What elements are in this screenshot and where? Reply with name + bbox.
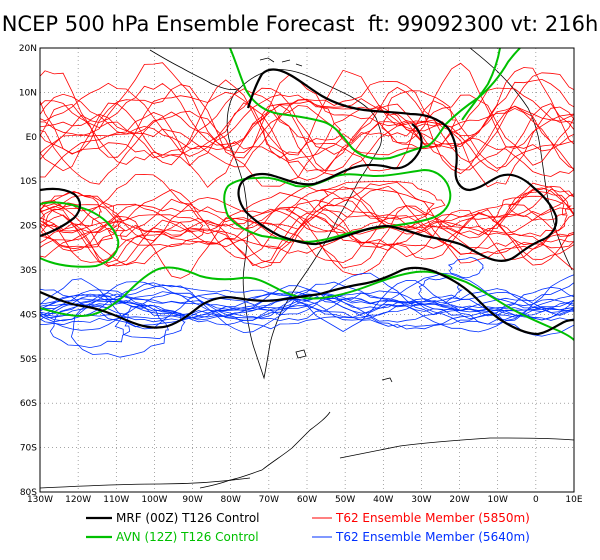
lon-tick-label: 70W <box>259 495 279 505</box>
south-georgia <box>381 377 393 383</box>
ensemble-5640-contour <box>40 286 574 321</box>
avn-africa-contour <box>461 48 501 121</box>
ensemble-5850-north-contour <box>40 105 574 169</box>
lon-tick-label: 10W <box>488 495 508 505</box>
central-america-coast <box>149 49 241 91</box>
ensemble-5640-closed-contour <box>70 300 169 358</box>
lat-tick-label: E0 <box>26 133 38 143</box>
ensemble-5850-closed-contour <box>259 100 343 162</box>
t62-ensemble-5640m-contours <box>40 256 574 358</box>
ensemble-5850-south-contour <box>40 186 574 252</box>
ensemble-5850-closed-contour <box>40 191 102 232</box>
lon-tick-label: 110W <box>103 495 129 505</box>
ensemble-5850-south-contour <box>40 216 574 258</box>
avn-5850-south-contour <box>223 168 452 244</box>
legend-t62-5850-label: T62 Ensemble Member (5850m) <box>335 511 530 525</box>
lat-tick-label: 50S <box>20 355 37 365</box>
ensemble-5850-south-contour <box>40 192 574 248</box>
ensemble-5850-north-contour <box>40 102 574 188</box>
ensemble-5850-north-contour <box>40 62 574 159</box>
avn-5850-north-contour <box>229 48 521 160</box>
ensemble-5850-closed-contour <box>318 181 446 220</box>
t62-ensemble-5850m-contours <box>40 62 574 279</box>
ensemble-5850-closed-contour <box>40 190 123 250</box>
ensemble-5640-contour <box>40 288 574 333</box>
axis-tick-labels: 130W 120W 110W 100W 90W 80W 70W 60W 50W 40W 30W 20W… <box>19 44 583 505</box>
ensemble-5640-contour <box>40 305 574 330</box>
ensemble-5850-south-contour <box>40 208 574 267</box>
ensemble-5850-closed-contour <box>117 214 205 248</box>
coastlines <box>40 48 574 489</box>
lon-tick-label: 120W <box>65 495 91 505</box>
ensemble-5640-closed-contour <box>447 256 485 279</box>
lat-tick-label: 60S <box>20 399 37 409</box>
lon-tick-label: 60W <box>297 495 317 505</box>
legend-mrf-label: MRF (00Z) T126 Control <box>116 511 260 525</box>
south-america-coast <box>226 69 382 380</box>
ensemble-5850-north-contour <box>40 103 574 185</box>
lon-tick-label: 100W <box>141 495 167 505</box>
lon-tick-label: 90W <box>182 495 202 505</box>
ensemble-5850-south-contour <box>40 174 574 239</box>
ensemble-5850-closed-contour <box>40 202 119 248</box>
lat-tick-label: 20S <box>20 222 37 232</box>
ensemble-5850-north-contour <box>40 102 574 172</box>
legend-avn-label: AVN (12Z) T126 Control <box>116 530 259 544</box>
ensemble-5850-closed-contour <box>508 191 572 221</box>
falkland-islands <box>295 349 307 359</box>
ensemble-5640-closed-contour <box>49 303 131 349</box>
caribbean-islands <box>259 57 303 67</box>
mrf-5640-contour <box>40 266 574 336</box>
lon-tick-label: 10E <box>565 495 582 505</box>
ensemble-5850-north-contour <box>40 100 574 188</box>
lon-tick-label: 50W <box>335 495 355 505</box>
ensemble-5850-south-contour <box>40 200 574 275</box>
ensemble-5640-contour <box>40 272 574 323</box>
ensemble-5850-north-contour <box>40 78 574 157</box>
lat-tick-label: 40S <box>20 310 37 320</box>
ensemble-5850-north-contour <box>40 67 574 158</box>
legend: MRF (00Z) T126 Control AVN (12Z) T126 Co… <box>86 511 530 544</box>
ensemble-5850-north-contour <box>40 88 574 176</box>
map-title: NCEP 500 hPa Ensemble Forecast ft: 99092… <box>1 12 599 36</box>
plot-frame <box>39 47 575 493</box>
lon-tick-label: 40W <box>373 495 393 505</box>
ensemble-5640-contour <box>40 290 574 325</box>
ensemble-5850-south-contour <box>40 185 574 242</box>
lat-tick-label: 10S <box>20 177 37 187</box>
avn-5850-west-loop <box>40 201 120 268</box>
lat-tick-label: 20N <box>19 44 37 54</box>
ensemble-5850-closed-contour <box>491 195 568 237</box>
lat-tick-label: 70S <box>20 444 37 454</box>
ensemble-5850-closed-contour <box>381 90 457 150</box>
mrf-5850-west-contour <box>40 187 82 238</box>
lat-tick-label: 30S <box>20 266 37 276</box>
lon-tick-label: 80W <box>221 495 241 505</box>
lon-tick-label: 130W <box>27 495 53 505</box>
mrf-5850-north-contour <box>237 68 558 262</box>
lon-tick-label: 20W <box>449 495 469 505</box>
lat-tick-label: 80S <box>20 488 37 498</box>
mrf-control-contours <box>40 68 574 336</box>
legend-t62-5640-label: T62 Ensemble Member (5640m) <box>335 530 530 544</box>
antarctica-coast <box>40 437 574 489</box>
ensemble-5850-north-contour <box>40 104 574 187</box>
lon-tick-label: 30W <box>411 495 431 505</box>
ensemble-5640-contour <box>40 285 574 316</box>
lat-tick-label: 10N <box>19 88 37 98</box>
ensemble-5640-closed-contour <box>114 304 186 340</box>
lon-tick-label: 0 <box>533 495 539 505</box>
